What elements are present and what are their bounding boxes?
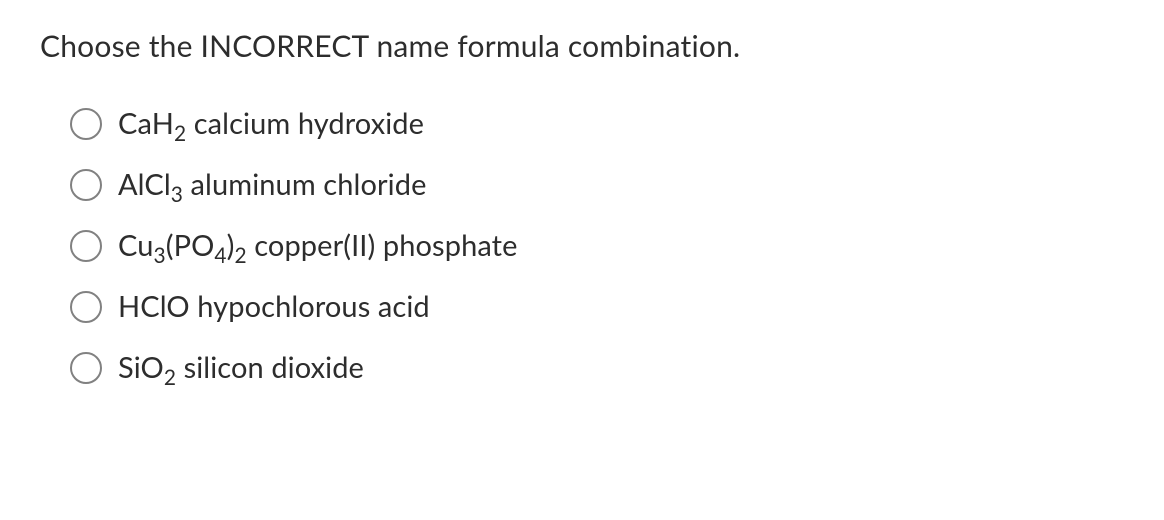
option-label-0: CaH2 calcium hydroxide [118, 106, 424, 141]
question-prompt: Choose the INCORRECT name formula combin… [40, 28, 1124, 64]
options-list: CaH2 calcium hydroxide AlCl3 aluminum ch… [40, 106, 1124, 385]
compound-name: aluminum chloride [191, 167, 427, 202]
option-row: Cu3(PO4)2 copper(II) phosphate [70, 228, 1124, 263]
radio-button[interactable] [70, 230, 102, 262]
formula-part: Cu [118, 228, 154, 263]
radio-button[interactable] [70, 291, 102, 323]
formula-part: SiO [118, 350, 164, 385]
compound-name: calcium hydroxide [194, 106, 424, 141]
option-label-2: Cu3(PO4)2 copper(II) phosphate [118, 228, 518, 263]
formula-subscript: 2 [164, 365, 176, 390]
formula-part: CaH [118, 106, 174, 141]
option-label-1: AlCl3 aluminum chloride [118, 167, 426, 202]
option-label-4: SiO2 silicon dioxide [118, 350, 364, 385]
formula-part: AlCl [118, 167, 171, 202]
option-row: SiO2 silicon dioxide [70, 350, 1124, 385]
option-label-3: HClO hypochlorous acid [118, 289, 430, 324]
compound-name: copper(II) phosphate [254, 228, 517, 263]
radio-button[interactable] [70, 169, 102, 201]
formula-subscript: 2 [174, 121, 186, 146]
formula-part: (PO [166, 228, 215, 263]
formula-subscript: 3 [171, 182, 183, 207]
radio-button[interactable] [70, 352, 102, 384]
formula-part: HClO [118, 289, 190, 324]
formula-subscript: 4 [214, 243, 226, 268]
compound-name: hypochlorous acid [197, 289, 430, 324]
compound-name: silicon dioxide [184, 350, 364, 385]
option-row: HClO hypochlorous acid [70, 289, 1124, 324]
option-row: CaH2 calcium hydroxide [70, 106, 1124, 141]
formula-subscript: 3 [154, 243, 166, 268]
radio-button[interactable] [70, 108, 102, 140]
formula-subscript: 2 [234, 243, 246, 268]
option-row: AlCl3 aluminum chloride [70, 167, 1124, 202]
